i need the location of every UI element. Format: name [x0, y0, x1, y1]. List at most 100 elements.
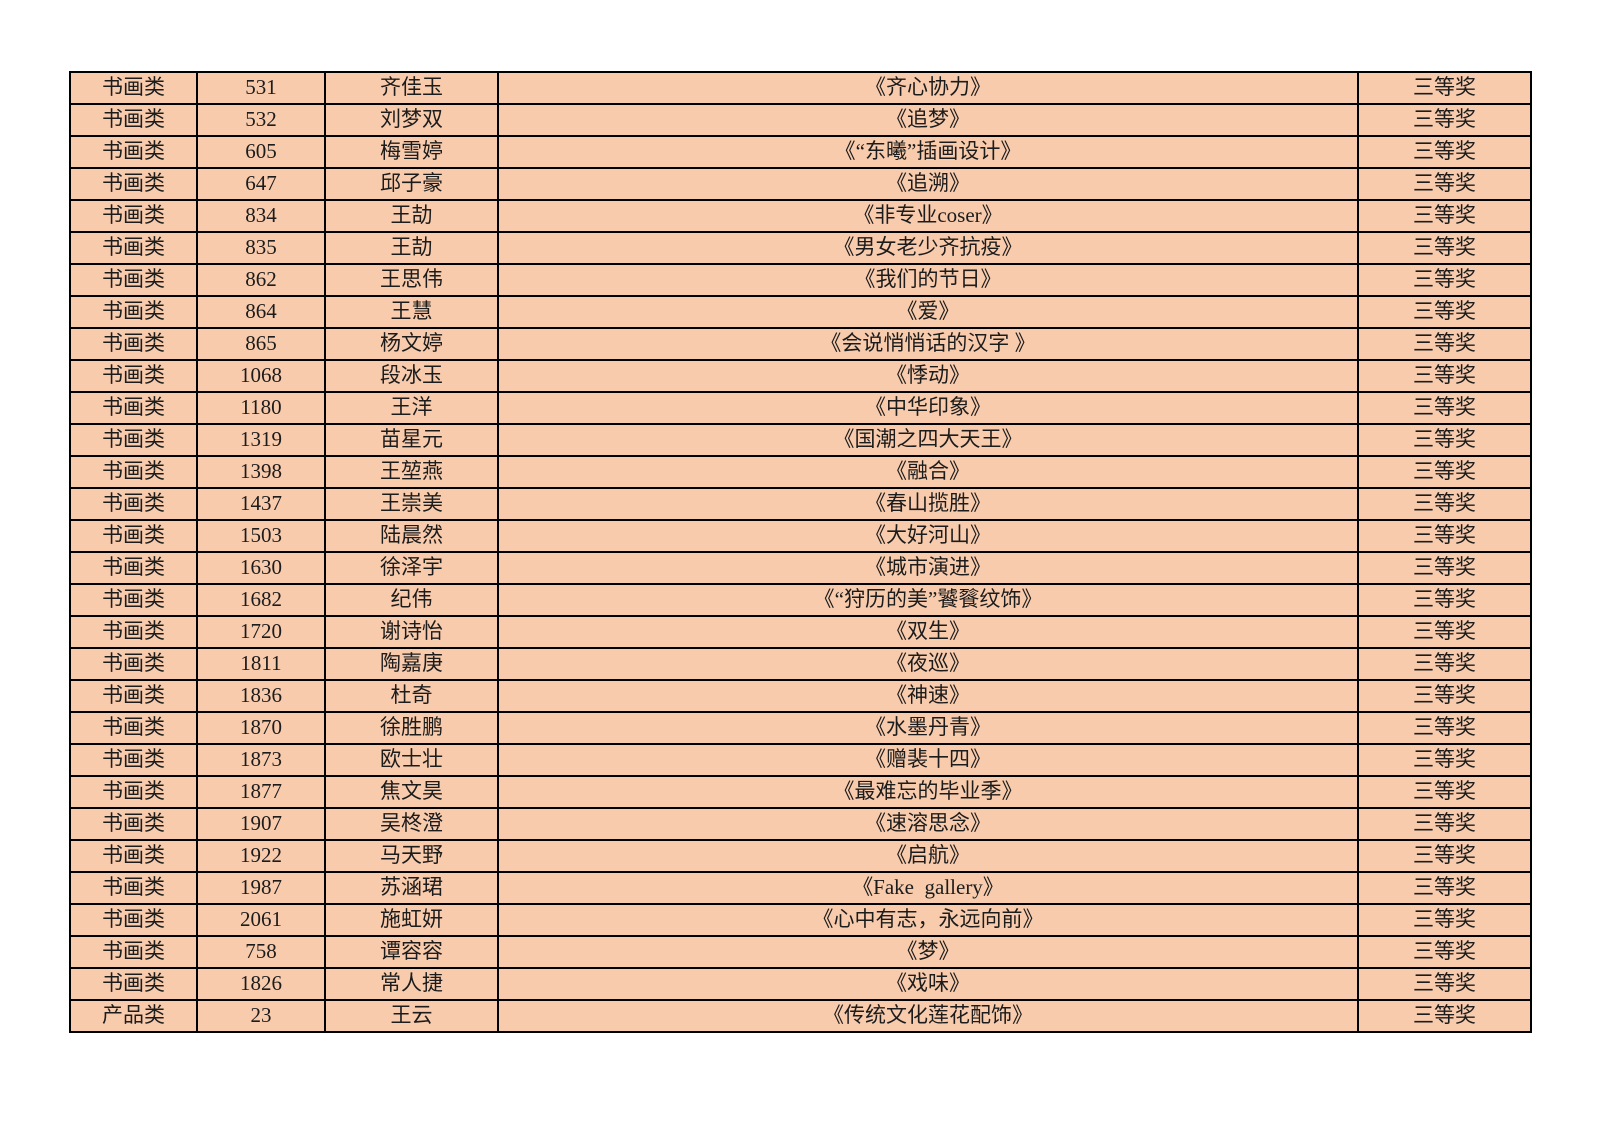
cell-category: 书画类: [69, 519, 198, 553]
table-row: 书画类 1437 王崇美 《春山揽胜》 三等奖: [69, 487, 1532, 521]
cell-name: 苗星元: [324, 423, 499, 457]
cell-title: 《赠裴十四》: [497, 743, 1359, 777]
cell-award: 三等奖: [1357, 551, 1532, 585]
cell-number: 1720: [196, 615, 326, 649]
table-row: 书画类 605 梅雪婷 《“东曦”插画设计》 三等奖: [69, 135, 1532, 169]
cell-name: 纪伟: [324, 583, 499, 617]
cell-category: 书画类: [69, 711, 198, 745]
cell-title: 《融合》: [497, 455, 1359, 489]
cell-category: 书画类: [69, 839, 198, 873]
cell-name: 王劼: [324, 199, 499, 233]
cell-category: 产品类: [69, 999, 198, 1033]
cell-number: 835: [196, 231, 326, 265]
table-row: 书画类 647 邱子豪 《追溯》 三等奖: [69, 167, 1532, 201]
cell-name: 梅雪婷: [324, 135, 499, 169]
cell-name: 邱子豪: [324, 167, 499, 201]
cell-award: 三等奖: [1357, 647, 1532, 681]
cell-title: 《男女老少齐抗疫》: [497, 231, 1359, 265]
cell-name: 王慧: [324, 295, 499, 329]
cell-award: 三等奖: [1357, 775, 1532, 809]
cell-number: 1682: [196, 583, 326, 617]
cell-category: 书画类: [69, 231, 198, 265]
cell-name: 常人捷: [324, 967, 499, 1001]
cell-title: 《梦》: [497, 935, 1359, 969]
cell-category: 书画类: [69, 775, 198, 809]
cell-title: 《非专业coser》: [497, 199, 1359, 233]
cell-award: 三等奖: [1357, 679, 1532, 713]
cell-name: 王崇美: [324, 487, 499, 521]
table-row: 书画类 532 刘梦双 《追梦》 三等奖: [69, 103, 1532, 137]
cell-award: 三等奖: [1357, 807, 1532, 841]
table-row: 书画类 1630 徐泽宇 《城市演进》 三等奖: [69, 551, 1532, 585]
cell-award: 三等奖: [1357, 263, 1532, 297]
cell-category: 书画类: [69, 295, 198, 329]
table-row: 书画类 1922 马天野 《启航》 三等奖: [69, 839, 1532, 873]
cell-title: 《国潮之四大天王》: [497, 423, 1359, 457]
cell-number: 1877: [196, 775, 326, 809]
table-row: 书画类 758 谭容容 《梦》 三等奖: [69, 935, 1532, 969]
cell-name: 欧士壮: [324, 743, 499, 777]
cell-number: 1811: [196, 647, 326, 681]
table-row: 书画类 1503 陆晨然 《大好河山》 三等奖: [69, 519, 1532, 553]
cell-name: 陆晨然: [324, 519, 499, 553]
cell-category: 书画类: [69, 743, 198, 777]
table-row: 书画类 1870 徐胜鹏 《水墨丹青》 三等奖: [69, 711, 1532, 745]
cell-name: 齐佳玉: [324, 71, 499, 105]
cell-category: 书画类: [69, 679, 198, 713]
cell-number: 1907: [196, 807, 326, 841]
cell-title: 《双生》: [497, 615, 1359, 649]
cell-number: 865: [196, 327, 326, 361]
cell-category: 书画类: [69, 807, 198, 841]
cell-title: 《最难忘的毕业季》: [497, 775, 1359, 809]
cell-title: 《悸动》: [497, 359, 1359, 393]
cell-award: 三等奖: [1357, 519, 1532, 553]
cell-title: 《爱》: [497, 295, 1359, 329]
cell-title: 《大好河山》: [497, 519, 1359, 553]
cell-award: 三等奖: [1357, 839, 1532, 873]
cell-award: 三等奖: [1357, 743, 1532, 777]
table-row: 书画类 2061 施虹妍 《心中有志，永远向前》 三等奖: [69, 903, 1532, 937]
cell-title: 《戏味》: [497, 967, 1359, 1001]
cell-category: 书画类: [69, 199, 198, 233]
table-row: 书画类 1398 王堃燕 《融合》 三等奖: [69, 455, 1532, 489]
cell-name: 马天野: [324, 839, 499, 873]
cell-award: 三等奖: [1357, 103, 1532, 137]
cell-number: 1180: [196, 391, 326, 425]
cell-name: 王思伟: [324, 263, 499, 297]
table-row: 书画类 1720 谢诗怡 《双生》 三等奖: [69, 615, 1532, 649]
cell-name: 谭容容: [324, 935, 499, 969]
cell-category: 书画类: [69, 551, 198, 585]
cell-title: 《齐心协力》: [497, 71, 1359, 105]
cell-number: 532: [196, 103, 326, 137]
cell-number: 2061: [196, 903, 326, 937]
cell-name: 陶嘉庚: [324, 647, 499, 681]
cell-name: 王洋: [324, 391, 499, 425]
table-row: 书画类 1877 焦文昊 《最难忘的毕业季》 三等奖: [69, 775, 1532, 809]
cell-category: 书画类: [69, 135, 198, 169]
cell-category: 书画类: [69, 967, 198, 1001]
cell-award: 三等奖: [1357, 999, 1532, 1033]
cell-award: 三等奖: [1357, 487, 1532, 521]
cell-category: 书画类: [69, 263, 198, 297]
table-row: 书画类 1907 吴柊澄 《速溶思念》 三等奖: [69, 807, 1532, 841]
cell-award: 三等奖: [1357, 327, 1532, 361]
table-row: 书画类 531 齐佳玉 《齐心协力》 三等奖: [69, 71, 1532, 105]
cell-number: 758: [196, 935, 326, 969]
table-row: 书画类 1987 苏涵珺 《Fake gallery》 三等奖: [69, 871, 1532, 905]
cell-category: 书画类: [69, 583, 198, 617]
cell-category: 书画类: [69, 167, 198, 201]
cell-title: 《城市演进》: [497, 551, 1359, 585]
cell-award: 三等奖: [1357, 967, 1532, 1001]
cell-award: 三等奖: [1357, 391, 1532, 425]
cell-award: 三等奖: [1357, 871, 1532, 905]
cell-award: 三等奖: [1357, 199, 1532, 233]
cell-name: 段冰玉: [324, 359, 499, 393]
table-row: 书画类 862 王思伟 《我们的节日》 三等奖: [69, 263, 1532, 297]
cell-name: 王劼: [324, 231, 499, 265]
cell-number: 1870: [196, 711, 326, 745]
cell-number: 862: [196, 263, 326, 297]
cell-category: 书画类: [69, 647, 198, 681]
cell-title: 《“东曦”插画设计》: [497, 135, 1359, 169]
cell-award: 三等奖: [1357, 359, 1532, 393]
